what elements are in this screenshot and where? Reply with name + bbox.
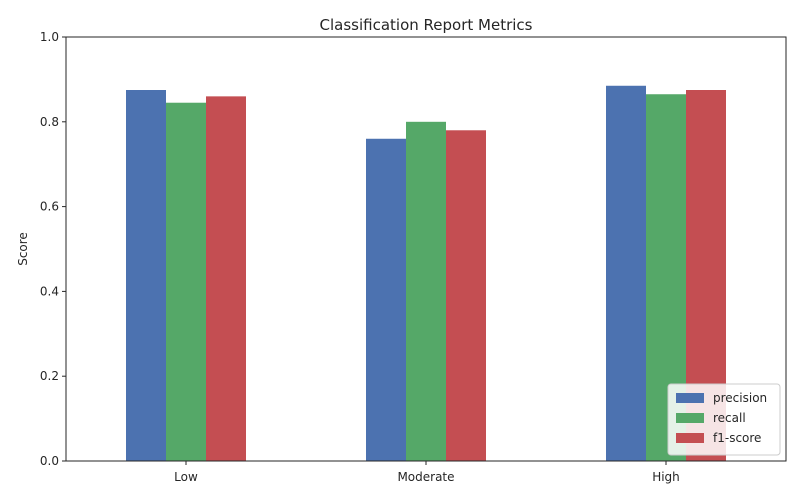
axes-layer: 0.0 0.2 0.4 0.6 0.8 1.0 Low Moderate High xyxy=(40,30,787,484)
y-tick-label: 1.0 xyxy=(40,30,59,44)
legend: precision recall f1-score xyxy=(667,383,781,456)
bar-recall-low xyxy=(166,102,206,461)
legend-label-precision: precision xyxy=(713,391,767,405)
x-tick-label: Moderate xyxy=(397,470,454,484)
legend-label-recall: recall xyxy=(713,411,746,425)
legend-swatch-f1-score xyxy=(676,433,704,443)
bar-precision-low xyxy=(126,90,166,461)
y-tick-label: 0.6 xyxy=(40,200,59,214)
y-tick-label: 0.8 xyxy=(40,115,59,129)
y-tick-label: 0.2 xyxy=(40,369,59,383)
chart-title: Classification Report Metrics xyxy=(320,16,533,34)
legend-swatch-precision xyxy=(676,393,704,403)
y-tick-label: 0.0 xyxy=(40,454,59,468)
bar-f1-score-low xyxy=(206,96,246,462)
y-axis-title: Score xyxy=(16,232,30,266)
legend-swatch-recall xyxy=(676,413,704,423)
x-tick-label: Low xyxy=(174,470,198,484)
bar-precision-high xyxy=(606,85,646,461)
bars-layer xyxy=(126,85,726,462)
bar-precision-moderate xyxy=(366,138,406,461)
bar-f1-score-moderate xyxy=(446,130,486,461)
bar-recall-moderate xyxy=(406,121,446,462)
legend-label-f1-score: f1-score xyxy=(713,431,761,445)
y-tick-label: 0.4 xyxy=(40,284,59,298)
x-tick-label: High xyxy=(652,470,680,484)
